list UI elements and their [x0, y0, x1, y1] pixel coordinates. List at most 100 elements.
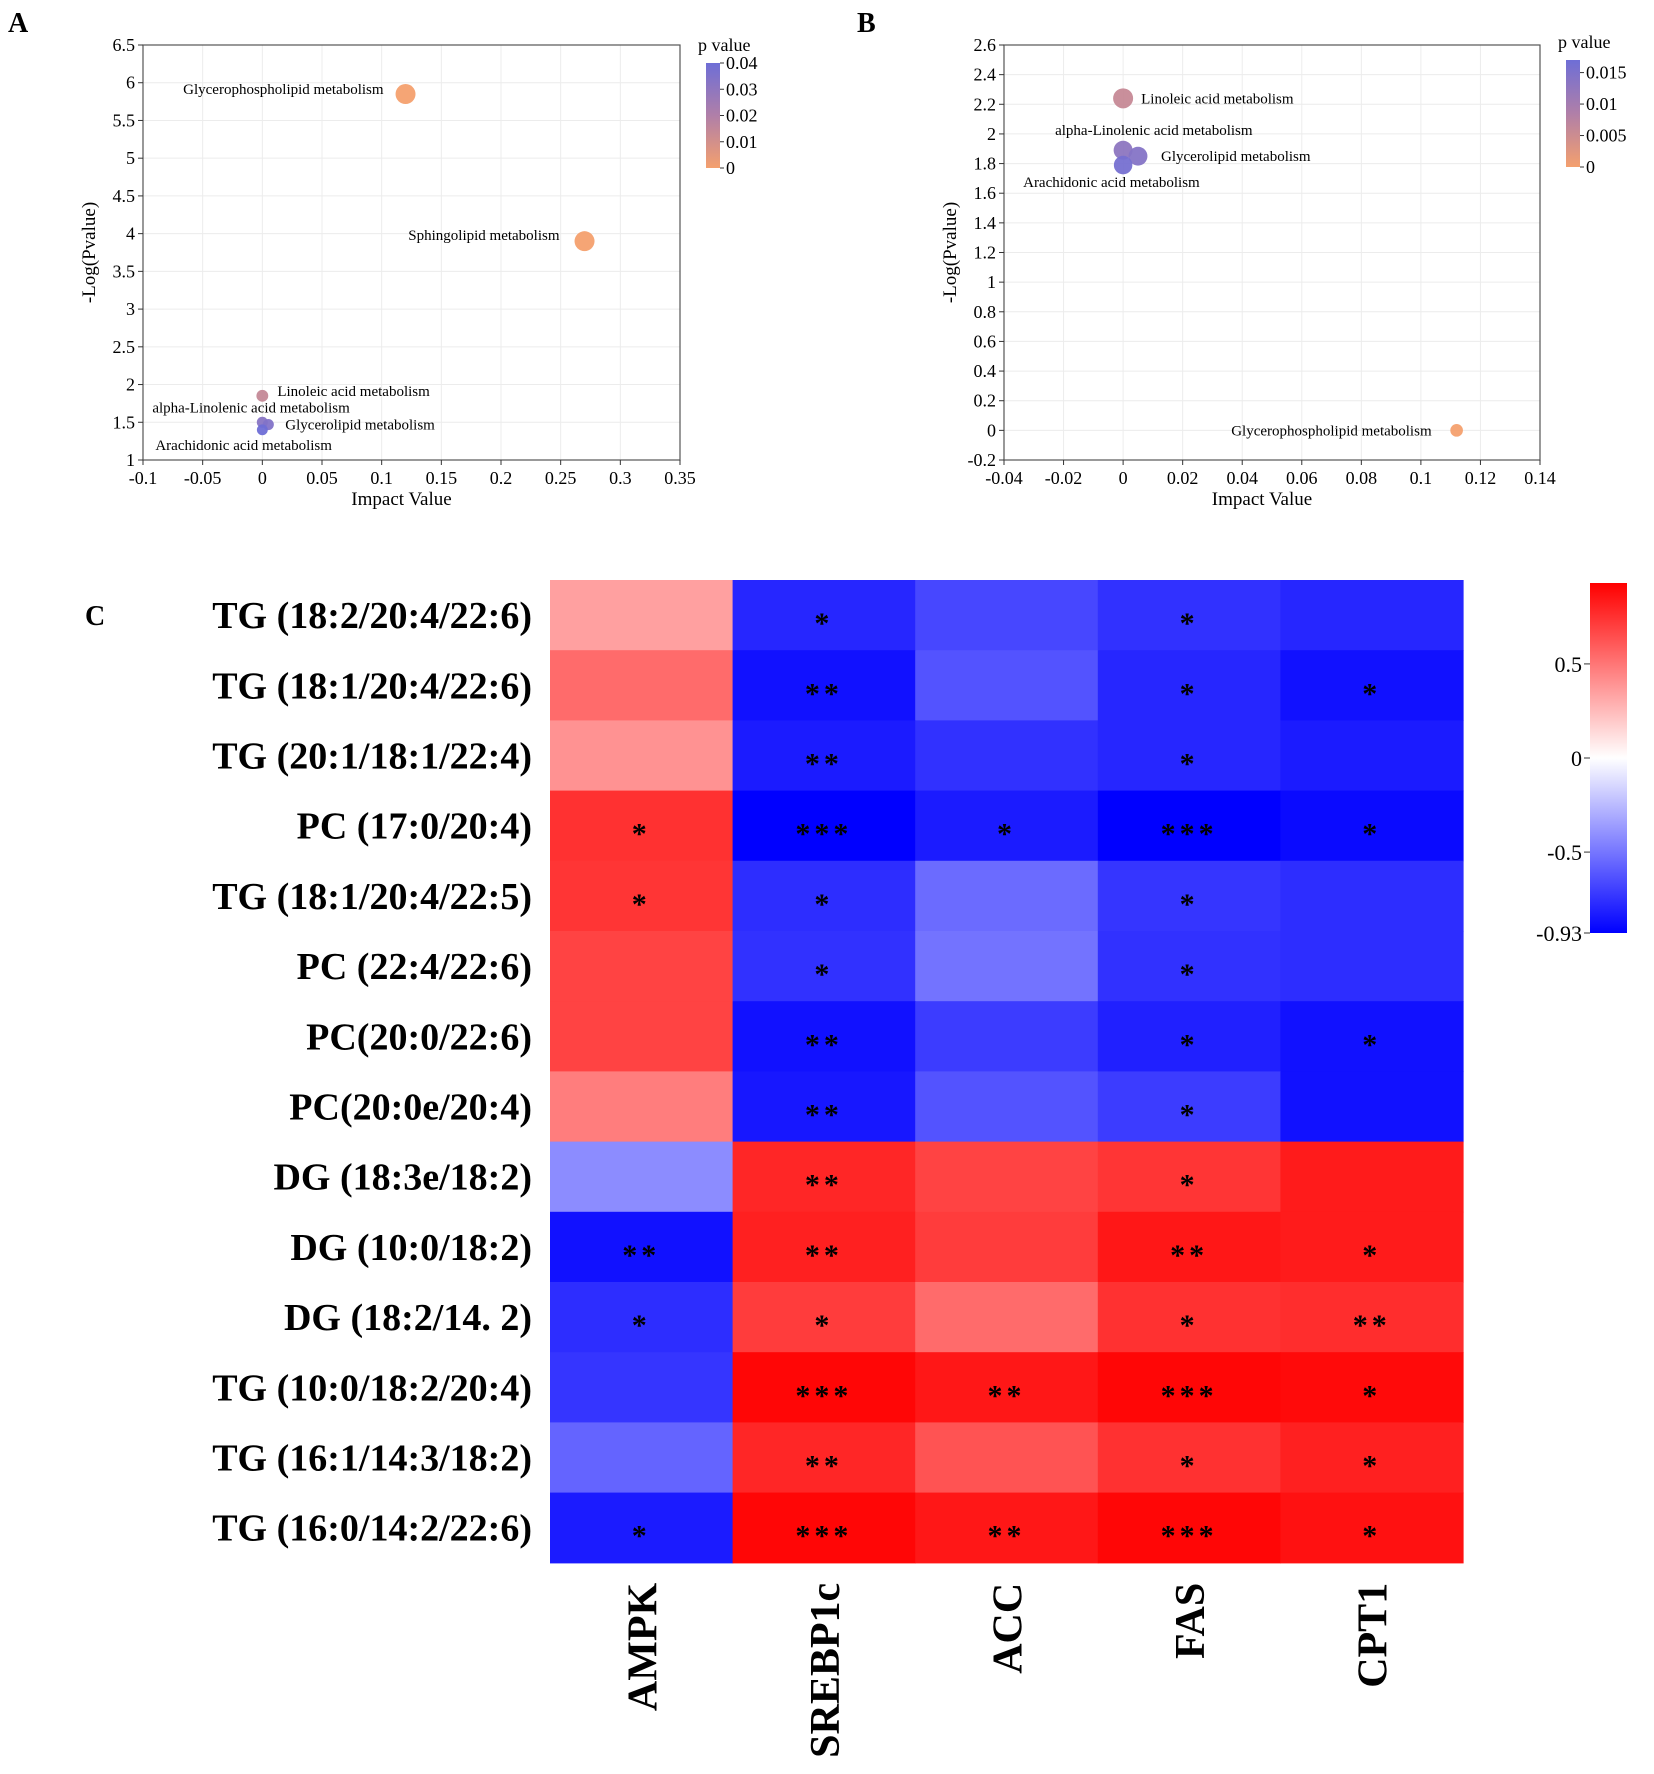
heatmap-cell: [550, 1211, 734, 1283]
heatmap-cell: [550, 650, 734, 721]
y-tick-label: 3.5: [113, 261, 136, 281]
heatmap-cell: [1280, 1141, 1464, 1213]
significance-marker: ***: [795, 1520, 852, 1553]
significance-marker: *: [632, 1309, 651, 1342]
y-tick-label: 0.4: [974, 361, 997, 381]
heatmap-cell: [915, 1071, 1099, 1143]
legend-title: p value: [698, 35, 750, 55]
heatmap-cell: [732, 860, 916, 932]
data-point: [1450, 424, 1463, 437]
heatmap-cell: [732, 1492, 916, 1564]
data-point: [256, 424, 268, 436]
significance-marker: **: [988, 1520, 1026, 1553]
heatmap-cell: [732, 790, 916, 862]
heatmap-cell: [550, 1001, 734, 1072]
colorbar-tick-label: 0: [1571, 746, 1582, 771]
data-point: [1113, 155, 1133, 175]
significance-marker: **: [805, 1099, 843, 1132]
significance-marker: *: [997, 818, 1016, 851]
point-label: Glycerolipid metabolism: [1161, 149, 1311, 165]
significance-marker: ***: [1161, 818, 1218, 851]
y-tick-label: 0: [987, 420, 996, 440]
y-tick-label: 2.6: [974, 35, 997, 55]
heatmap-cell: [915, 1211, 1099, 1283]
heatmap-row-label: TG (18:1/20:4/22:5): [212, 876, 532, 918]
significance-marker: **: [805, 1028, 843, 1061]
data-point: [256, 389, 269, 402]
heatmap-cell: [1280, 1001, 1464, 1072]
heatmap-row-label: TG (18:2/20:4/22:6): [212, 595, 532, 637]
heatmap-row-label: PC(20:0/22:6): [306, 1016, 532, 1058]
heatmap-cell: [1097, 931, 1281, 1002]
panel-letter-b: B: [857, 8, 876, 39]
legend-tick-label: 0.03: [726, 79, 758, 99]
significance-marker: *: [1180, 1450, 1199, 1483]
point-label: alpha-Linolenic acid metabolism: [152, 400, 350, 416]
point-label: Glycerophospholipid metabolism: [1231, 423, 1432, 439]
x-tick-label: 0.08: [1346, 468, 1378, 488]
data-point: [1128, 146, 1148, 166]
legend-tick-label: 0.01: [726, 132, 758, 152]
heatmap-cell: [1097, 1141, 1281, 1213]
scatter-chart-b: -0.04 -0.02 0 0.02 0.04 0.06 0.08 0.1 0.12 0.14 -0…: [940, 32, 1627, 510]
heatmap-column-label: CPT1: [1351, 1583, 1397, 1688]
heatmap-cell: [915, 1001, 1099, 1072]
heatmap-cell: [1097, 1001, 1281, 1072]
significance-marker: *: [1180, 1099, 1199, 1132]
significance-marker: **: [805, 748, 843, 781]
panel-letter-c: C: [85, 601, 105, 632]
y-tick-label: 0.2: [974, 391, 997, 411]
y-tick-label: -0.2: [968, 450, 997, 470]
heatmap-cell: [1097, 790, 1281, 862]
heatmap-cell: [550, 1282, 734, 1353]
y-tick-label: 2: [126, 375, 135, 395]
heatmap-cell: [732, 931, 916, 1002]
significance-marker: **: [805, 1239, 843, 1272]
x-tick-label: 0: [258, 468, 267, 488]
x-axis-title: Impact Value: [1212, 489, 1312, 510]
heatmap-cell: [915, 1422, 1099, 1494]
significance-marker: *: [1180, 677, 1199, 710]
y-tick-label: 5.5: [113, 110, 136, 130]
significance-marker: *: [1180, 1169, 1199, 1202]
heatmap-cell: [915, 1141, 1099, 1213]
significance-marker: *: [632, 818, 651, 851]
x-tick-label: -0.02: [1045, 468, 1083, 488]
x-tick-label: 0.05: [306, 468, 338, 488]
x-tick-label: 0.12: [1465, 468, 1497, 488]
y-tick-label: 5: [126, 148, 135, 168]
x-tick-label: 0: [1119, 468, 1128, 488]
y-tick-label: 2.4: [974, 65, 997, 85]
point-label: alpha-Linolenic acid metabolism: [1055, 123, 1253, 139]
heatmap-row-label: TG (16:0/14:2/22:6): [212, 1508, 532, 1550]
significance-marker: *: [1180, 1309, 1199, 1342]
significance-marker: *: [1180, 1028, 1199, 1061]
heatmap-cell: [550, 720, 734, 792]
point-label: Glycerophospholipid metabolism: [183, 82, 384, 98]
heatmap-cell: [732, 1211, 916, 1283]
heatmap-cell: [550, 1071, 734, 1143]
heatmap-cell: [915, 1352, 1099, 1423]
y-tick-label: 1.5: [113, 412, 136, 432]
heatmap-cell: [1280, 1071, 1464, 1143]
heatmap-row-label: TG (20:1/18:1/22:4): [212, 736, 532, 778]
y-tick-label: 0.8: [974, 302, 997, 322]
significance-marker: **: [1353, 1309, 1391, 1342]
heatmap-cell: [550, 1422, 734, 1494]
heatmap-cell: [1280, 1492, 1464, 1564]
y-tick-label: 0.6: [974, 331, 997, 351]
heatmap-cell: [1097, 1422, 1281, 1494]
significance-marker: ***: [795, 818, 852, 851]
heatmap-row-label: PC (17:0/20:4): [297, 806, 532, 848]
x-tick-label: 0.14: [1524, 468, 1556, 488]
significance-marker: *: [814, 958, 833, 991]
legend-tick-label: 0.015: [1586, 63, 1627, 83]
heatmap-cell: [732, 580, 916, 651]
x-tick-label: 0.3: [609, 468, 632, 488]
heatmap-cell: [915, 860, 1099, 932]
heatmap-cell: [1280, 1352, 1464, 1423]
y-tick-label: 6: [126, 73, 135, 93]
heatmap-cell: [732, 1422, 916, 1494]
x-tick-label: -0.05: [184, 468, 222, 488]
data-point: [1113, 140, 1133, 160]
